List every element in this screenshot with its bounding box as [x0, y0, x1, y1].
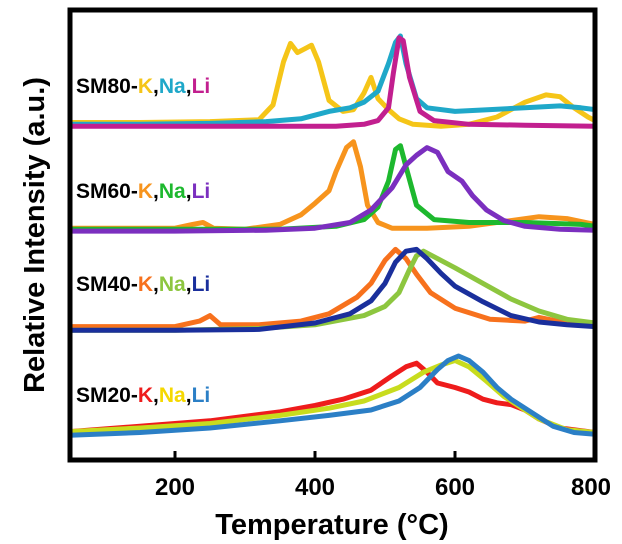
panel-labels: SM80-K,Na,Li SM60-K,Na,Li SM40-K,Na,Li SM20… — [76, 75, 210, 407]
y-axis-title: Relative Intensity (a.u.) — [19, 77, 51, 393]
x-tick-label: 800 — [571, 474, 611, 501]
panel-label-sm20: SM20-K,Na,Li — [76, 384, 210, 407]
panel-label-sm60: SM60-K,Na,Li — [76, 180, 210, 203]
x-tick-label: 200 — [155, 474, 195, 501]
series-line-sm20-li — [67, 353, 598, 438]
x-tick-label: 600 — [435, 474, 475, 501]
plot-frame — [67, 7, 598, 463]
panel-label-sm40: SM40-K,Na,Li — [76, 273, 210, 296]
series-line-sm80-na — [67, 33, 598, 127]
chart-traces — [67, 33, 598, 438]
series-line-sm80-li — [67, 35, 598, 129]
x-tick-label: 400 — [295, 474, 335, 501]
series-line-sm60-li — [67, 145, 598, 234]
panel-label-sm80: SM80-K,Na,Li — [76, 75, 210, 98]
x-axis-ticks: 200 400 600 800 — [155, 451, 611, 501]
x-axis-title: Temperature (°C) — [215, 509, 448, 541]
series-line-sm40-li — [67, 246, 598, 333]
series-line-sm80-k — [67, 40, 598, 129]
